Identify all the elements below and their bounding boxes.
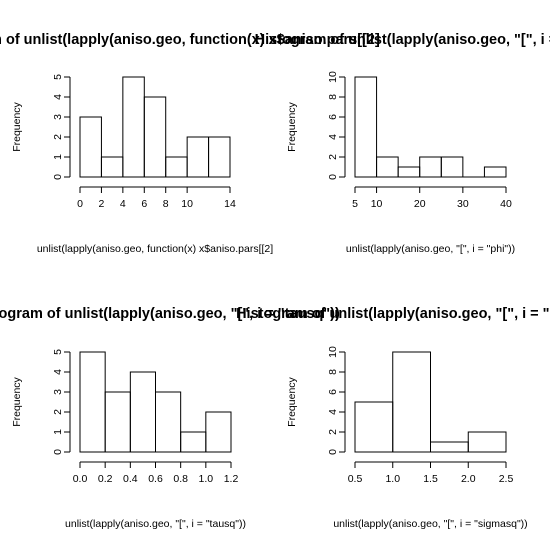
x-tick-label: 1.0 bbox=[199, 473, 214, 485]
y-tick-label: 2 bbox=[52, 409, 64, 415]
x-tick-label: 0.6 bbox=[148, 473, 163, 485]
histogram-bar bbox=[392, 351, 431, 453]
histogram-bar bbox=[354, 76, 378, 178]
x-tick-label: 8 bbox=[163, 198, 169, 210]
x-tick-label: 0.0 bbox=[73, 473, 88, 485]
histogram-bar bbox=[155, 391, 182, 453]
x-tick-label: 20 bbox=[414, 198, 426, 210]
y-axis-label: Frequency bbox=[11, 376, 23, 426]
x-tick-label: 4 bbox=[120, 198, 126, 210]
histogram-bar bbox=[430, 441, 469, 453]
histogram-bar bbox=[79, 351, 106, 453]
histogram-bar bbox=[122, 76, 145, 178]
x-tick-label: 0.2 bbox=[98, 473, 113, 485]
y-axis-label: Frequency bbox=[286, 101, 298, 151]
y-tick-label: 0 bbox=[52, 449, 64, 455]
chart-title: Histogram of unlist(lapply(aniso.geo, "[… bbox=[0, 306, 340, 322]
chart-title: Histogram of unlist(lapply(aniso.geo, "[… bbox=[255, 32, 550, 48]
y-tick-label: 5 bbox=[52, 74, 64, 80]
x-tick-label: 0.4 bbox=[123, 473, 138, 485]
histogram-bar bbox=[186, 136, 210, 178]
x-tick-label: 6 bbox=[141, 198, 147, 210]
chart-title: Histogram of unlist(lapply(aniso.geo, fu… bbox=[0, 32, 380, 48]
histogram-bar bbox=[208, 136, 231, 178]
histogram-bar bbox=[100, 156, 124, 178]
y-tick-label: 4 bbox=[327, 409, 339, 415]
y-tick-label: 2 bbox=[52, 134, 64, 140]
x-tick-label: 30 bbox=[457, 198, 469, 210]
y-tick-label: 4 bbox=[327, 134, 339, 140]
x-tick-label: 1.5 bbox=[423, 473, 438, 485]
x-tick-label: 5 bbox=[352, 198, 358, 210]
histogram-bar bbox=[180, 431, 207, 453]
histogram-bar bbox=[143, 96, 167, 178]
histogram-bar bbox=[205, 411, 232, 453]
histogram-bar bbox=[440, 156, 464, 178]
y-axis-label: Frequency bbox=[286, 376, 298, 426]
x-tick-label: 1.2 bbox=[224, 473, 239, 485]
x-tick-label: 2.0 bbox=[461, 473, 476, 485]
histogram-bar bbox=[79, 116, 102, 178]
y-tick-label: 10 bbox=[327, 346, 339, 358]
x-tick-label: 0.5 bbox=[348, 473, 363, 485]
y-tick-label: 6 bbox=[327, 389, 339, 395]
histogram-bar bbox=[104, 391, 131, 453]
x-tick-label: 40 bbox=[500, 198, 512, 210]
x-axis-label: unlist(lapply(aniso.geo, "[", i = "sigma… bbox=[333, 518, 527, 530]
x-tick-label: 2.5 bbox=[499, 473, 514, 485]
histogram-bar bbox=[419, 156, 442, 178]
histogram-panel-3: Histogram of unlist(lapply(aniso.geo, "[… bbox=[0, 306, 340, 530]
y-tick-label: 0 bbox=[327, 449, 339, 455]
y-tick-label: 2 bbox=[327, 429, 339, 435]
y-tick-label: 4 bbox=[52, 94, 64, 100]
x-axis-label: unlist(lapply(aniso.geo, "[", i = "phi")… bbox=[346, 243, 515, 255]
y-tick-label: 1 bbox=[52, 429, 64, 435]
histogram-bar bbox=[483, 166, 507, 178]
histogram-bar bbox=[354, 401, 394, 453]
y-tick-label: 0 bbox=[52, 174, 64, 180]
y-tick-label: 8 bbox=[327, 369, 339, 375]
x-tick-label: 10 bbox=[181, 198, 193, 210]
y-tick-label: 10 bbox=[327, 71, 339, 83]
y-tick-label: 4 bbox=[52, 369, 64, 375]
histogram-panel-1: Histogram of unlist(lapply(aniso.geo, fu… bbox=[0, 32, 380, 255]
y-tick-label: 6 bbox=[327, 114, 339, 120]
x-tick-label: 0 bbox=[77, 198, 83, 210]
y-tick-label: 5 bbox=[52, 349, 64, 355]
y-tick-label: 3 bbox=[52, 389, 64, 395]
histogram-panel-2: Histogram of unlist(lapply(aniso.geo, "[… bbox=[255, 32, 550, 255]
x-tick-label: 2 bbox=[99, 198, 105, 210]
x-tick-label: 14 bbox=[224, 198, 236, 210]
y-tick-label: 2 bbox=[327, 154, 339, 160]
histogram-bar bbox=[376, 156, 399, 178]
x-axis-label: unlist(lapply(aniso.geo, "[", i = "tausq… bbox=[65, 518, 246, 530]
y-axis-label: Frequency bbox=[11, 101, 23, 151]
y-tick-label: 0 bbox=[327, 174, 339, 180]
histogram-bar bbox=[397, 166, 421, 178]
histogram-panel-4: Histogram of unlist(lapply(aniso.geo, "[… bbox=[236, 306, 550, 530]
y-tick-label: 3 bbox=[52, 114, 64, 120]
x-tick-label: 1.0 bbox=[385, 473, 400, 485]
chart-title: Histogram of unlist(lapply(aniso.geo, "[… bbox=[236, 306, 550, 322]
x-tick-label: 0.8 bbox=[173, 473, 188, 485]
y-tick-label: 8 bbox=[327, 94, 339, 100]
histogram-bar bbox=[165, 156, 188, 178]
x-axis-label: unlist(lapply(aniso.geo, function(x) x$a… bbox=[37, 243, 273, 255]
x-tick-label: 10 bbox=[371, 198, 383, 210]
histogram-bar bbox=[129, 371, 156, 453]
histogram-bar bbox=[467, 431, 507, 453]
y-tick-label: 1 bbox=[52, 154, 64, 160]
